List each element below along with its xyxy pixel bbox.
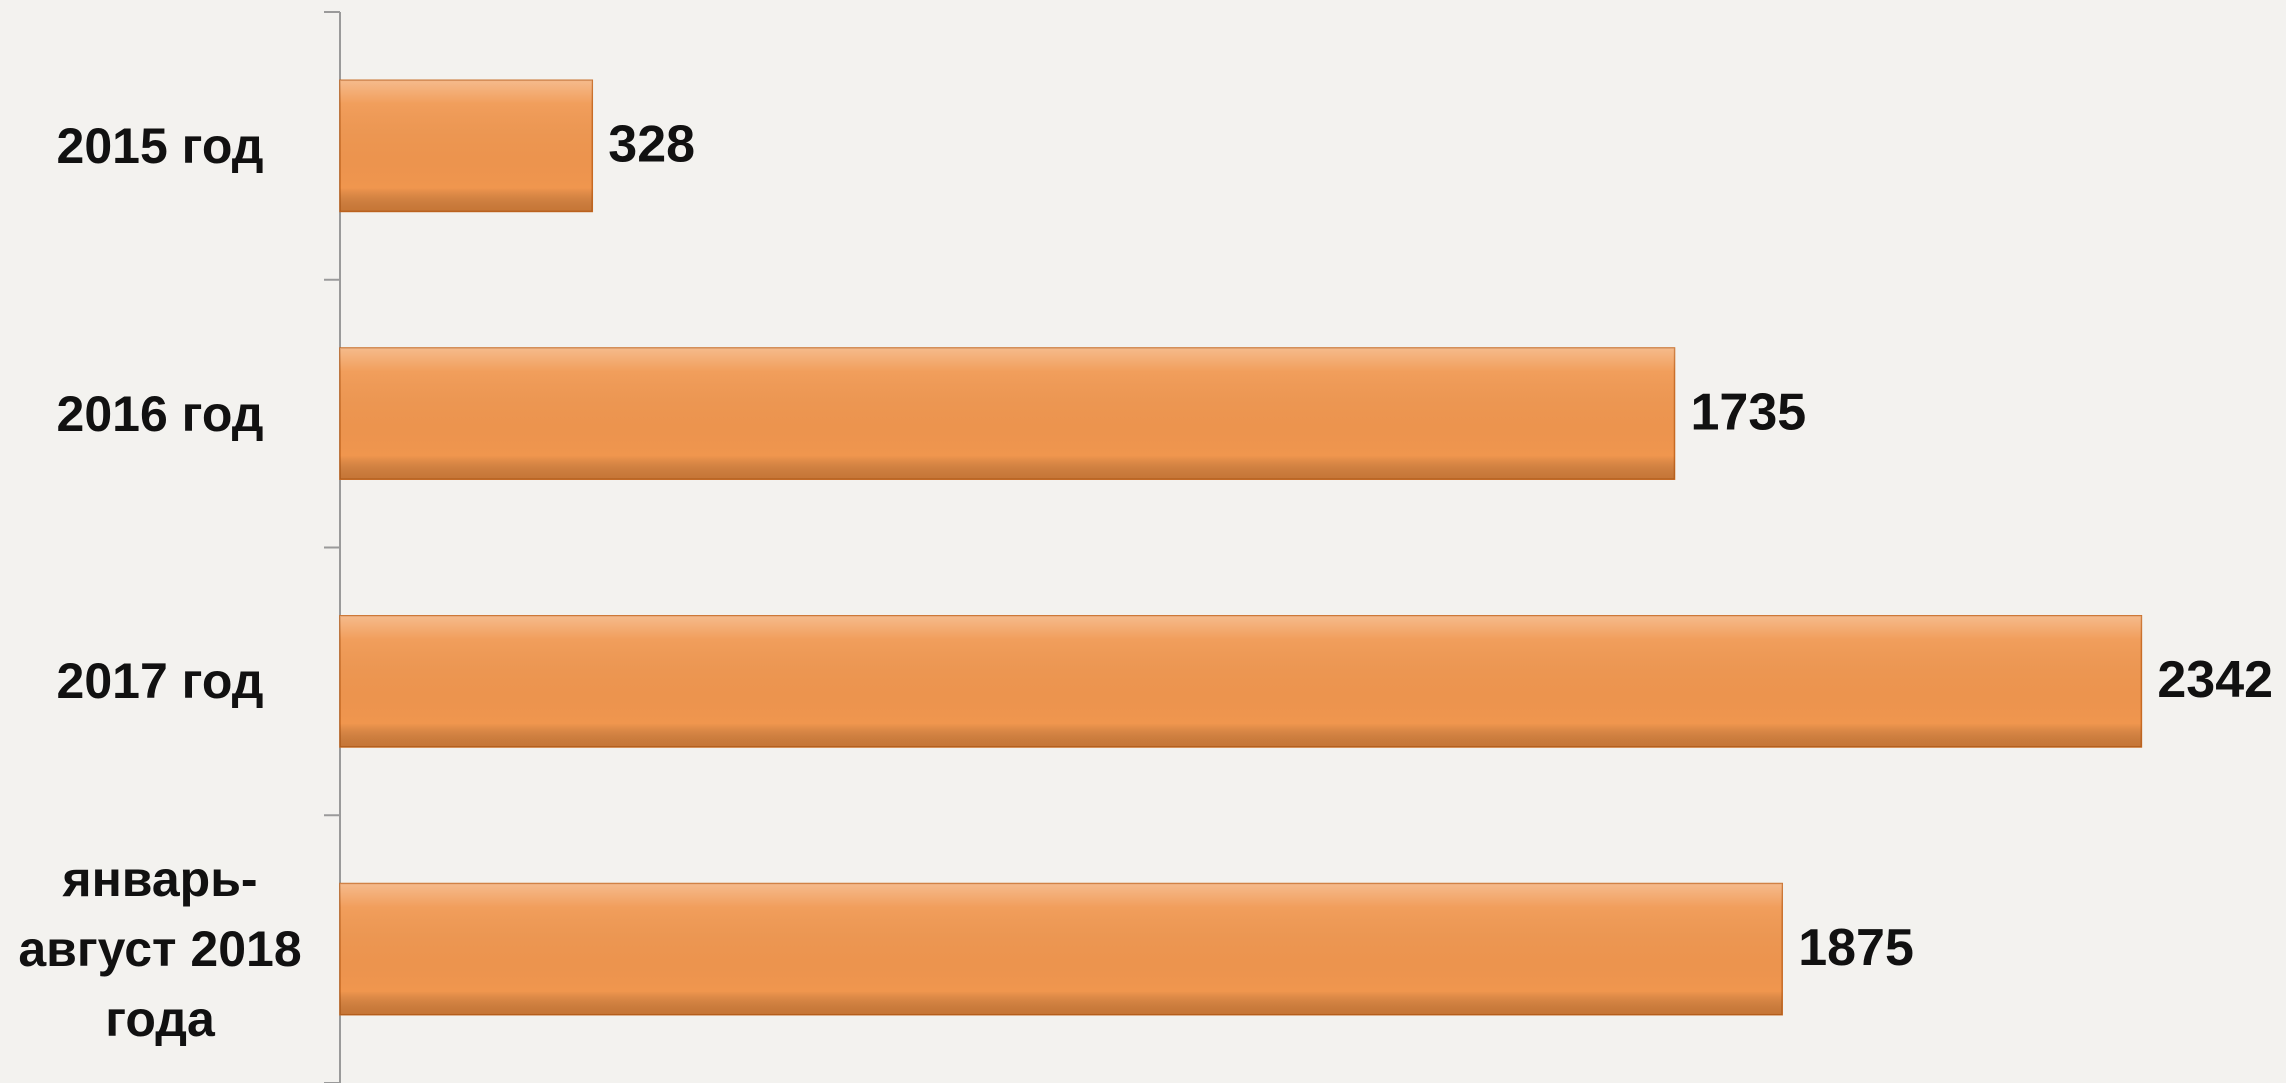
value-label: 1875 (1798, 919, 1914, 977)
category-label: 2015 год (10, 111, 310, 181)
chart: 328 1735 2342 1875 (0, 0, 2286, 1083)
bar (340, 80, 592, 211)
bar (340, 616, 2141, 747)
category-label: 2017 год (10, 646, 310, 716)
page: {"chart_data": {"type": "bar", "orientat… (0, 0, 2286, 1083)
bar (340, 348, 1675, 479)
bar (340, 884, 1782, 1015)
category-label: январь-август 2018 года (10, 844, 310, 1054)
value-label: 328 (608, 116, 695, 174)
category-label: 2016 год (10, 379, 310, 449)
value-label: 1735 (1691, 383, 1807, 441)
value-label: 2342 (2157, 651, 2273, 709)
